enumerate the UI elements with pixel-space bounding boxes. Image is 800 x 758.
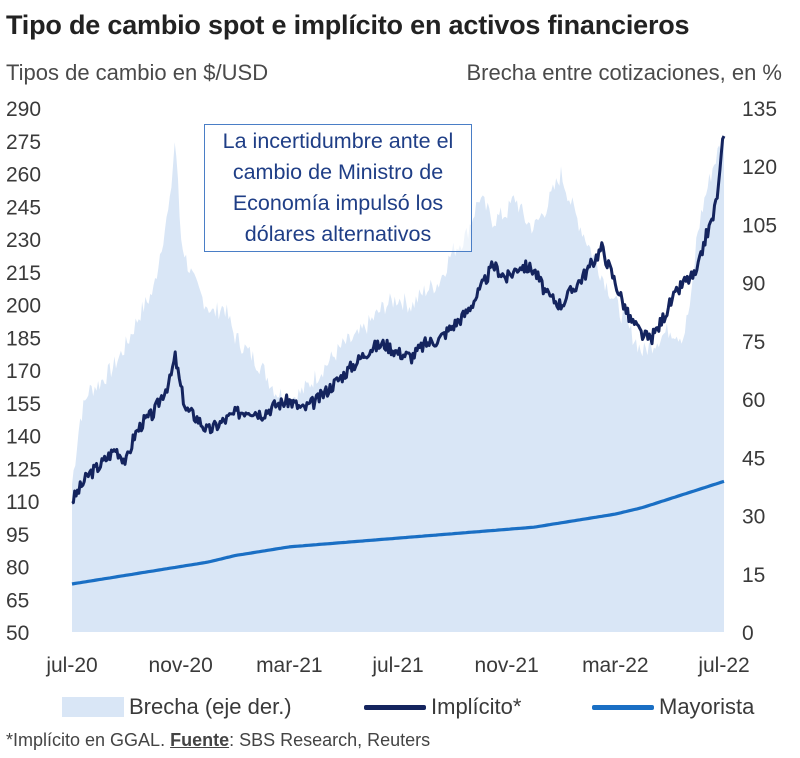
- footnote-source: : SBS Research, Reuters: [229, 730, 431, 750]
- y-tick-label: 65: [6, 589, 29, 612]
- y-tick-label: 125: [6, 458, 41, 481]
- y2-tick-label: 0: [742, 622, 754, 645]
- footnote: *Implícito en GGAL. Fuente: SBS Research…: [6, 730, 430, 751]
- series-implicito-line: [71, 135, 726, 505]
- y-tick-label: 200: [6, 295, 41, 318]
- legend-label-mayorista: Mayorista: [659, 694, 755, 719]
- y2-tick-label: 45: [742, 447, 765, 470]
- right-axis-title: Brecha entre cotizaciones, en %: [466, 60, 782, 85]
- y2-tick-label: 105: [742, 214, 777, 237]
- y-tick-label: 230: [6, 229, 41, 252]
- y-tick-label: 215: [6, 262, 41, 285]
- y-tick-label: 290: [6, 98, 41, 121]
- x-tick-label: nov-21: [475, 654, 539, 677]
- legend-swatch-brecha: [62, 697, 124, 717]
- chart-canvas: 290 275 260 245 230 215 200 185 170 155 140 125 110 9…: [6, 98, 777, 677]
- y2-tick-label: 75: [742, 331, 765, 354]
- y-tick-label: 275: [6, 131, 41, 154]
- series-brecha-area: [72, 135, 724, 632]
- y2-tick-label: 30: [742, 506, 765, 529]
- legend-item-brecha: Brecha (eje der.): [62, 690, 292, 724]
- y-tick-label: 260: [6, 164, 41, 187]
- y-tick-label: 155: [6, 393, 41, 416]
- x-tick-label: jul-22: [697, 654, 749, 677]
- chart-title: Tipo de cambio spot e implícito en activ…: [6, 10, 690, 40]
- series-mayorista-line: [71, 479, 725, 586]
- y2-tick-label: 60: [742, 389, 765, 412]
- legend-label-brecha: Brecha (eje der.): [129, 694, 292, 719]
- x-tick-label: jul-21: [371, 654, 423, 677]
- legend-item-mayorista: Mayorista: [592, 690, 754, 724]
- left-axis-title: Tipos de cambio en $/USD: [6, 60, 269, 85]
- y-tick-label: 95: [6, 524, 29, 547]
- y2-tick-label: 90: [742, 273, 765, 296]
- y-tick-label: 245: [6, 196, 41, 219]
- x-tick-label: mar-22: [582, 654, 649, 677]
- y-tick-label: 170: [6, 360, 41, 383]
- legend: Brecha (eje der.) Implícito* Mayorista: [0, 690, 800, 724]
- x-tick-label: mar-21: [256, 654, 323, 677]
- y2-tick-label: 135: [742, 98, 777, 121]
- footnote-source-label: Fuente: [170, 730, 230, 750]
- x-tick-label: jul-20: [45, 654, 97, 677]
- legend-item-implicito: Implícito*: [364, 690, 521, 724]
- y-tick-label: 50: [6, 622, 29, 645]
- x-tick-label: nov-20: [149, 654, 213, 677]
- y-tick-label: 110: [6, 491, 39, 514]
- y-tick-label: 185: [6, 327, 41, 350]
- y2-tick-label: 120: [742, 156, 777, 179]
- footnote-prefix: *Implícito en GGAL.: [6, 730, 171, 750]
- legend-label-implicito: Implícito*: [431, 694, 522, 719]
- y2-tick-label: 15: [742, 564, 765, 587]
- legend-swatch-implicito: [364, 704, 426, 710]
- annotation-box: La incertidumbre ante el cambio de Minis…: [204, 124, 472, 252]
- y-tick-label: 80: [6, 557, 29, 580]
- legend-swatch-mayorista: [592, 704, 654, 710]
- y-tick-label: 140: [6, 426, 41, 449]
